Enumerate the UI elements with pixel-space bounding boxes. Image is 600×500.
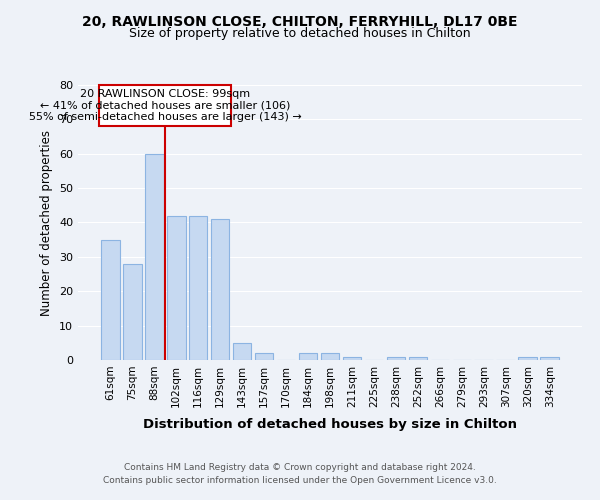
Text: Size of property relative to detached houses in Chilton: Size of property relative to detached ho… <box>129 28 471 40</box>
Text: 55% of semi-detached houses are larger (143) →: 55% of semi-detached houses are larger (… <box>29 112 302 122</box>
Bar <box>409 356 427 360</box>
Text: Contains public sector information licensed under the Open Government Licence v3: Contains public sector information licen… <box>103 476 497 485</box>
Bar <box>255 353 274 360</box>
Bar <box>167 216 185 360</box>
Bar <box>518 356 537 360</box>
X-axis label: Distribution of detached houses by size in Chilton: Distribution of detached houses by size … <box>143 418 517 431</box>
Text: 20 RAWLINSON CLOSE: 99sqm: 20 RAWLINSON CLOSE: 99sqm <box>80 89 250 99</box>
Bar <box>145 154 164 360</box>
Bar <box>299 353 317 360</box>
Bar <box>343 356 361 360</box>
Text: ← 41% of detached houses are smaller (106): ← 41% of detached houses are smaller (10… <box>40 100 290 110</box>
Bar <box>123 264 142 360</box>
Bar <box>541 356 559 360</box>
Bar <box>233 343 251 360</box>
Bar <box>101 240 119 360</box>
Bar <box>320 353 340 360</box>
Bar <box>189 216 208 360</box>
Bar <box>386 356 405 360</box>
Text: 20, RAWLINSON CLOSE, CHILTON, FERRYHILL, DL17 0BE: 20, RAWLINSON CLOSE, CHILTON, FERRYHILL,… <box>82 15 518 29</box>
FancyBboxPatch shape <box>99 85 231 126</box>
Y-axis label: Number of detached properties: Number of detached properties <box>40 130 53 316</box>
Bar <box>211 219 229 360</box>
Text: Contains HM Land Registry data © Crown copyright and database right 2024.: Contains HM Land Registry data © Crown c… <box>124 464 476 472</box>
